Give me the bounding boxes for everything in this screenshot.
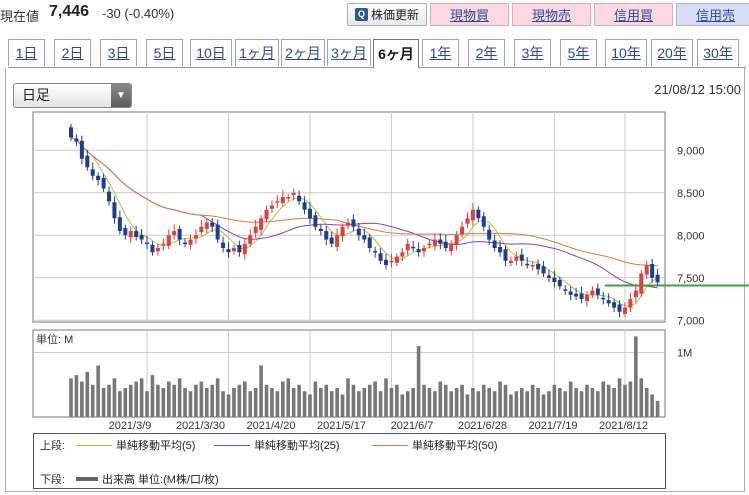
- ma5-swatch: [76, 444, 112, 446]
- chart-interval-select[interactable]: 日足 ▼: [13, 83, 132, 108]
- legend-upper-label: 上段:: [40, 440, 66, 452]
- ma50-swatch: [372, 444, 408, 446]
- tab-1y[interactable]: 1年: [422, 39, 459, 66]
- price-change: -30 (-0.40%): [102, 6, 175, 21]
- ma25-swatch: [214, 444, 250, 446]
- refresh-price-label: 株価更新: [370, 8, 419, 22]
- legend-lower-label: 下段:: [40, 474, 66, 486]
- tab-2m[interactable]: 2ヶ月: [281, 39, 325, 66]
- cash-sell-button[interactable]: 現物売: [512, 3, 591, 26]
- chart-timestamp: 21/08/12 15:00: [654, 82, 741, 97]
- tab-5d[interactable]: 5日: [146, 39, 183, 66]
- tab-3m[interactable]: 3ヶ月: [327, 39, 371, 66]
- legend-volume-label: 出来高 単位:(M株/口/枚): [102, 474, 219, 486]
- volume-swatch: [76, 477, 98, 481]
- legend-ma25-label: 単純移動平均(25): [254, 440, 340, 452]
- chart-legend: 上段: 単純移動平均(5) 単純移動平均(25) 単純移動平均(50) 下段: …: [33, 433, 666, 489]
- quote-header: 現在値 7,446 -30 (-0.40%) Q 株価更新 現物買 現物売 信用…: [0, 0, 749, 30]
- refresh-price-button[interactable]: Q 株価更新: [347, 3, 427, 26]
- margin-sell-button[interactable]: 信用売: [676, 3, 749, 26]
- tab-30y[interactable]: 30年: [697, 39, 739, 66]
- price-label: 現在値: [0, 9, 40, 24]
- legend-ma50-label: 単純移動平均(50): [412, 440, 498, 452]
- tab-6m[interactable]: 6ヶ月: [373, 39, 419, 68]
- legend-volume: 出来高 単位:(M株/口/枚): [76, 471, 219, 487]
- chevron-down-icon: ▼: [111, 84, 131, 107]
- tab-2d[interactable]: 2日: [54, 39, 91, 66]
- chart-panel: [5, 68, 745, 492]
- margin-buy-button[interactable]: 信用買: [594, 3, 673, 26]
- tab-3y[interactable]: 3年: [514, 39, 551, 66]
- tab-5y[interactable]: 5年: [560, 39, 597, 66]
- tab-3d[interactable]: 3日: [100, 39, 137, 66]
- refresh-icon: Q: [354, 8, 368, 21]
- tab-1m[interactable]: 1ヶ月: [235, 39, 279, 66]
- tab-1d[interactable]: 1日: [8, 39, 45, 66]
- price-value: 7,446: [49, 3, 90, 20]
- legend-ma50: 単純移動平均(50): [372, 437, 498, 453]
- tab-10d[interactable]: 10日: [190, 39, 232, 66]
- cash-buy-button[interactable]: 現物買: [430, 3, 509, 26]
- tab-10y[interactable]: 10年: [605, 39, 647, 66]
- tab-20y[interactable]: 20年: [651, 39, 693, 66]
- period-tabs: 1日 2日 3日 5日 10日 1ヶ月 2ヶ月 3ヶ月 6ヶ月 1年 2年 3年…: [8, 39, 746, 68]
- chart-interval-value: 日足: [22, 87, 50, 103]
- legend-ma5: 単純移動平均(5): [76, 437, 195, 453]
- legend-ma25: 単純移動平均(25): [214, 437, 340, 453]
- legend-ma5-label: 単純移動平均(5): [116, 440, 196, 452]
- tab-2y[interactable]: 2年: [468, 39, 505, 66]
